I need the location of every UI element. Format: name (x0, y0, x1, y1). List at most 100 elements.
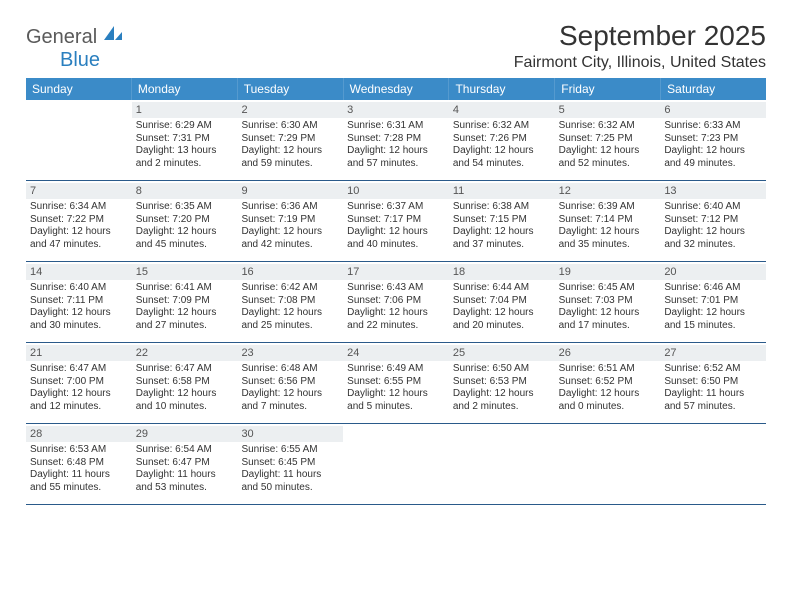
day-info-line: Sunset: 7:23 PM (664, 133, 762, 146)
day-info-line: Daylight: 12 hours (664, 307, 762, 320)
day-number: 16 (237, 264, 343, 280)
day-info-line: Sunset: 6:52 PM (559, 376, 657, 389)
day-number: 6 (660, 102, 766, 118)
day-info-line: Sunrise: 6:46 AM (664, 282, 762, 295)
day-info-line: Sunset: 7:15 PM (453, 214, 551, 227)
day-info-line: and 50 minutes. (241, 482, 339, 495)
day-number-empty (449, 426, 555, 442)
day-info-line: Sunset: 7:19 PM (241, 214, 339, 227)
day-number: 4 (449, 102, 555, 118)
day-cell: 20Sunrise: 6:46 AMSunset: 7:01 PMDayligh… (660, 262, 766, 342)
day-cell (343, 424, 449, 504)
brand-logo: General Blue (26, 20, 122, 72)
day-info-line: and 37 minutes. (453, 239, 551, 252)
day-info-line: and 12 minutes. (30, 401, 128, 414)
day-cell: 24Sunrise: 6:49 AMSunset: 6:55 PMDayligh… (343, 343, 449, 423)
day-info-line: Sunset: 6:56 PM (241, 376, 339, 389)
day-info-line: and 7 minutes. (241, 401, 339, 414)
day-cell: 4Sunrise: 6:32 AMSunset: 7:26 PMDaylight… (449, 100, 555, 180)
day-info-line: Daylight: 12 hours (453, 226, 551, 239)
day-info-line: Sunset: 7:22 PM (30, 214, 128, 227)
day-info-line: Sunset: 7:12 PM (664, 214, 762, 227)
day-number: 1 (132, 102, 238, 118)
day-number: 19 (555, 264, 661, 280)
day-info-line: Daylight: 12 hours (347, 307, 445, 320)
dow-cell: Friday (555, 78, 661, 100)
day-cell: 30Sunrise: 6:55 AMSunset: 6:45 PMDayligh… (237, 424, 343, 504)
day-number: 23 (237, 345, 343, 361)
day-info-line: and 47 minutes. (30, 239, 128, 252)
week-row: 14Sunrise: 6:40 AMSunset: 7:11 PMDayligh… (26, 262, 766, 343)
day-cell: 12Sunrise: 6:39 AMSunset: 7:14 PMDayligh… (555, 181, 661, 261)
day-info-line: Sunrise: 6:44 AM (453, 282, 551, 295)
week-row: 28Sunrise: 6:53 AMSunset: 6:48 PMDayligh… (26, 424, 766, 505)
day-info-line: Daylight: 12 hours (136, 226, 234, 239)
week-row: 1Sunrise: 6:29 AMSunset: 7:31 PMDaylight… (26, 100, 766, 181)
day-cell: 16Sunrise: 6:42 AMSunset: 7:08 PMDayligh… (237, 262, 343, 342)
day-info-line: Daylight: 12 hours (347, 388, 445, 401)
day-info-line: and 55 minutes. (30, 482, 128, 495)
day-number: 14 (26, 264, 132, 280)
day-cell: 27Sunrise: 6:52 AMSunset: 6:50 PMDayligh… (660, 343, 766, 423)
day-cell: 19Sunrise: 6:45 AMSunset: 7:03 PMDayligh… (555, 262, 661, 342)
day-info-line: Sunrise: 6:43 AM (347, 282, 445, 295)
day-info-line: Sunrise: 6:50 AM (453, 363, 551, 376)
day-info-line: Sunset: 6:48 PM (30, 457, 128, 470)
day-cell (26, 100, 132, 180)
day-number: 10 (343, 183, 449, 199)
day-info-line: Sunset: 6:58 PM (136, 376, 234, 389)
day-info-line: Sunrise: 6:33 AM (664, 120, 762, 133)
day-number: 12 (555, 183, 661, 199)
day-info-line: Daylight: 11 hours (136, 469, 234, 482)
day-info-line: Daylight: 12 hours (30, 307, 128, 320)
day-info-line: Sunrise: 6:47 AM (30, 363, 128, 376)
day-cell: 6Sunrise: 6:33 AMSunset: 7:23 PMDaylight… (660, 100, 766, 180)
dow-cell: Monday (132, 78, 238, 100)
dow-cell: Sunday (26, 78, 132, 100)
day-cell: 18Sunrise: 6:44 AMSunset: 7:04 PMDayligh… (449, 262, 555, 342)
day-cell (449, 424, 555, 504)
day-info-line: Sunrise: 6:48 AM (241, 363, 339, 376)
day-info-line: Sunset: 7:06 PM (347, 295, 445, 308)
day-info-line: Daylight: 12 hours (241, 226, 339, 239)
day-number: 30 (237, 426, 343, 442)
day-info-line: Sunrise: 6:30 AM (241, 120, 339, 133)
day-info-line: Sunset: 7:25 PM (559, 133, 657, 146)
day-number: 8 (132, 183, 238, 199)
brand-sub: Blue (24, 49, 100, 71)
day-cell: 1Sunrise: 6:29 AMSunset: 7:31 PMDaylight… (132, 100, 238, 180)
day-info-line: Sunrise: 6:54 AM (136, 444, 234, 457)
day-info-line: Sunset: 6:47 PM (136, 457, 234, 470)
day-cell (660, 424, 766, 504)
day-info-line: Sunrise: 6:32 AM (559, 120, 657, 133)
day-info-line: and 0 minutes. (559, 401, 657, 414)
day-info-line: Sunrise: 6:29 AM (136, 120, 234, 133)
location-label: Fairmont City, Illinois, United States (514, 54, 766, 72)
day-info-line: and 49 minutes. (664, 158, 762, 171)
day-info-line: Sunrise: 6:47 AM (136, 363, 234, 376)
day-info-line: Sunrise: 6:41 AM (136, 282, 234, 295)
day-number: 29 (132, 426, 238, 442)
day-info-line: and 5 minutes. (347, 401, 445, 414)
day-info-line: Daylight: 12 hours (559, 307, 657, 320)
day-info-line: Daylight: 13 hours (136, 145, 234, 158)
day-info-line: and 59 minutes. (241, 158, 339, 171)
day-number: 5 (555, 102, 661, 118)
day-info-line: and 42 minutes. (241, 239, 339, 252)
day-number: 24 (343, 345, 449, 361)
day-info-line: Daylight: 12 hours (453, 307, 551, 320)
day-info-line: Sunrise: 6:39 AM (559, 201, 657, 214)
day-info-line: Sunset: 7:20 PM (136, 214, 234, 227)
day-cell: 14Sunrise: 6:40 AMSunset: 7:11 PMDayligh… (26, 262, 132, 342)
day-number: 26 (555, 345, 661, 361)
day-cell: 29 Sunrise: 6:54 AMSunset: 6:47 PMDayligh… (132, 424, 238, 504)
day-info-line: Daylight: 12 hours (241, 307, 339, 320)
week-row: 7Sunrise: 6:34 AMSunset: 7:22 PMDaylight… (26, 181, 766, 262)
day-info-line: Sunrise: 6:37 AM (347, 201, 445, 214)
day-info-line: Sunrise: 6:34 AM (30, 201, 128, 214)
day-info-line: Daylight: 12 hours (241, 145, 339, 158)
day-cell: 3Sunrise: 6:31 AMSunset: 7:28 PMDaylight… (343, 100, 449, 180)
day-cell: 11Sunrise: 6:38 AMSunset: 7:15 PMDayligh… (449, 181, 555, 261)
day-info-line: and 20 minutes. (453, 320, 551, 333)
day-info-line: Sunrise: 6:51 AM (559, 363, 657, 376)
